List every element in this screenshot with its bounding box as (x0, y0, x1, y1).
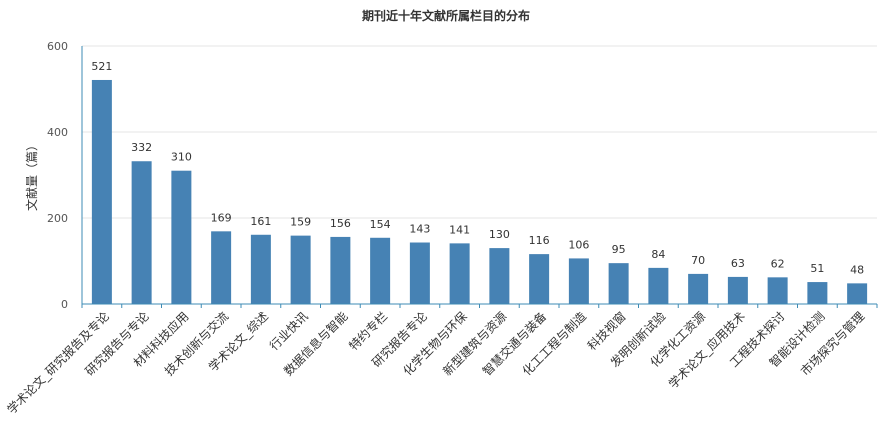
bar-value-label: 141 (449, 223, 470, 236)
bar (568, 258, 589, 304)
y-tick-label: 600 (47, 40, 68, 53)
bar (767, 277, 788, 304)
bars (91, 79, 868, 304)
y-tick-label: 0 (61, 298, 68, 311)
value-labels: 521 332 310 169 161 159 156 154 143 141 130 116 106 9… (91, 60, 864, 276)
bar (290, 235, 311, 304)
bar-value-label: 332 (131, 141, 152, 154)
bar-value-label: 62 (771, 257, 785, 270)
bar (91, 79, 112, 304)
bar (250, 234, 271, 304)
bar-value-label: 521 (91, 60, 112, 73)
x-axis-categories: 学术论文_研究报告及专论研究报告与专论材料科技应用技术创新与交流学术论文_综述行… (4, 309, 867, 417)
bar (847, 283, 868, 304)
y-tick-label: 200 (47, 212, 68, 225)
bar-value-label: 95 (612, 243, 626, 256)
bar-value-label: 84 (651, 248, 665, 261)
bar (449, 243, 470, 304)
bar-value-label: 154 (370, 218, 391, 231)
bar-value-label: 161 (250, 215, 271, 228)
chart-title: 期刊近十年文献所属栏目的分布 (362, 8, 530, 23)
bar (330, 236, 351, 304)
bar-value-label: 169 (211, 211, 232, 224)
y-axis-label: 文献量（篇） (24, 139, 39, 211)
bar (648, 267, 669, 304)
bar (529, 254, 550, 304)
bar (409, 242, 430, 304)
bar (131, 161, 152, 304)
bar-value-label: 156 (330, 217, 351, 230)
bar-value-label: 143 (409, 223, 430, 236)
y-tick-label: 400 (47, 126, 68, 139)
grid-lines (82, 45, 877, 219)
bar (370, 237, 391, 304)
bar-value-label: 48 (850, 263, 864, 276)
bar (807, 282, 828, 304)
bar (489, 248, 510, 304)
bar (171, 170, 192, 304)
bar-value-label: 106 (568, 238, 589, 251)
bar-value-label: 116 (529, 234, 550, 247)
bar-value-label: 51 (810, 262, 824, 275)
bar (211, 231, 232, 304)
bar-value-label: 310 (171, 151, 192, 164)
bar (727, 276, 748, 304)
bar-value-label: 63 (731, 257, 745, 270)
bar (608, 263, 629, 304)
bar-value-label: 130 (489, 228, 510, 241)
bar-value-label: 159 (290, 216, 311, 229)
axes (81, 46, 878, 308)
bar-value-label: 70 (691, 254, 705, 267)
x-category-label: 学术论文_应用技术 (665, 309, 748, 392)
bar (688, 273, 709, 304)
y-axis-ticks: 0 200 400 600 (47, 40, 68, 311)
